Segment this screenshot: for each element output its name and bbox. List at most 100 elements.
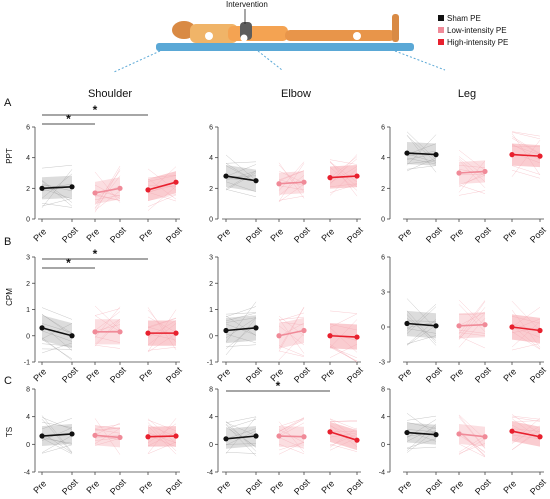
individual-line	[406, 165, 437, 170]
mean-line-high-intensity-pe	[329, 175, 358, 179]
mean-point-pre	[456, 170, 462, 176]
mean-point-pre	[404, 150, 410, 156]
individual-line	[329, 437, 358, 451]
individual-line	[406, 325, 437, 346]
y-axis-label-ppt: PPT	[5, 148, 14, 164]
individual-line	[511, 143, 541, 161]
individual-line	[329, 433, 358, 446]
mean-point-post	[173, 433, 179, 439]
mean-point-pre	[276, 181, 282, 187]
y-tick-label: 4	[26, 155, 30, 162]
individual-line	[225, 161, 257, 164]
individual-line	[278, 170, 305, 181]
x-tick-label: Post	[244, 225, 264, 245]
individual-line	[94, 429, 121, 434]
individual-line	[458, 311, 486, 326]
individual-line	[225, 317, 257, 323]
individual-line	[511, 430, 541, 451]
individual-line	[511, 169, 541, 179]
individual-line	[147, 418, 177, 444]
row-label-b: B	[4, 236, 11, 248]
individual-line	[278, 195, 305, 201]
x-tick-label: Post	[292, 365, 312, 385]
individual-line	[225, 312, 257, 322]
x-tick-label: Pre	[448, 226, 465, 243]
individual-line	[225, 315, 257, 336]
individual-line	[329, 160, 358, 197]
significance-star: *	[66, 112, 71, 126]
mean-line-sham-pe	[41, 186, 73, 190]
individual-line	[458, 329, 486, 334]
individual-line	[511, 165, 541, 175]
individual-line	[329, 183, 358, 187]
x-tick-label: Pre	[84, 226, 101, 243]
y-tick-label: -4	[24, 470, 30, 477]
y-tick-label: 4	[381, 414, 385, 421]
legend-label-low: Low-intensity PE	[447, 26, 507, 35]
individual-line	[458, 160, 486, 193]
x-tick-label: Post	[473, 365, 493, 385]
y-tick-label: 2	[26, 186, 30, 193]
individual-line	[329, 444, 358, 452]
x-tick-label: Pre	[215, 478, 232, 495]
individual-line	[41, 307, 73, 320]
mean-point-post	[433, 432, 439, 438]
x-tick-label: Post	[345, 365, 365, 385]
y-tick-label: 6	[381, 255, 385, 262]
individual-line	[94, 306, 121, 339]
mean-point-pre	[509, 324, 515, 330]
mean-point-pre	[145, 187, 151, 193]
individual-line	[278, 325, 305, 346]
individual-line	[511, 415, 541, 420]
individual-line	[41, 198, 73, 207]
y-tick-label: -4	[207, 470, 213, 477]
individual-line	[458, 435, 486, 453]
individual-line	[147, 425, 177, 455]
y-tick-label: 3	[209, 255, 213, 262]
individual-line	[94, 305, 121, 330]
individual-line	[458, 301, 486, 339]
x-tick-label: Pre	[137, 478, 154, 495]
x-tick-label: Post	[108, 365, 128, 385]
x-tick-label: Post	[345, 225, 365, 245]
individual-line	[329, 418, 358, 441]
y-tick-label: 8	[209, 387, 213, 394]
individual-line	[147, 318, 177, 329]
x-tick-label: Post	[424, 225, 444, 245]
legend-swatch-sham	[438, 15, 444, 21]
mean-point-post	[537, 327, 543, 334]
individual-line	[225, 428, 257, 440]
individual-line	[147, 317, 177, 328]
legend: Sham PE Low-intensity PE High-intensity …	[438, 14, 508, 47]
mean-point-post	[173, 179, 179, 185]
x-tick-label: Post	[424, 477, 444, 497]
mean-point-post	[69, 431, 75, 437]
y-tick-label: 0	[209, 333, 213, 340]
individual-line	[41, 417, 73, 430]
x-tick-label: Pre	[137, 226, 154, 243]
individual-line	[329, 345, 358, 363]
individual-line	[278, 318, 305, 354]
mean-point-pre	[92, 190, 98, 196]
individual-line	[278, 170, 305, 181]
mean-point-pre	[327, 175, 333, 181]
individual-line	[225, 317, 257, 339]
individual-line	[458, 416, 486, 449]
y-tick-label: 6	[381, 125, 385, 132]
individual-line	[511, 327, 541, 333]
individual-line	[41, 422, 73, 428]
x-tick-label: Post	[528, 225, 548, 245]
individual-line	[41, 342, 73, 354]
y-axis-label-ts: TS	[5, 427, 14, 437]
individual-line	[458, 158, 486, 182]
individual-line	[406, 157, 437, 165]
individual-line	[458, 150, 486, 171]
mean-line-high-intensity-pe	[511, 153, 541, 157]
individual-line	[458, 318, 486, 348]
y-tick-label: -3	[379, 360, 385, 367]
mean-point-pre	[456, 431, 462, 437]
mean-line-sham-pe	[406, 431, 437, 436]
mean-point-post	[482, 322, 488, 328]
